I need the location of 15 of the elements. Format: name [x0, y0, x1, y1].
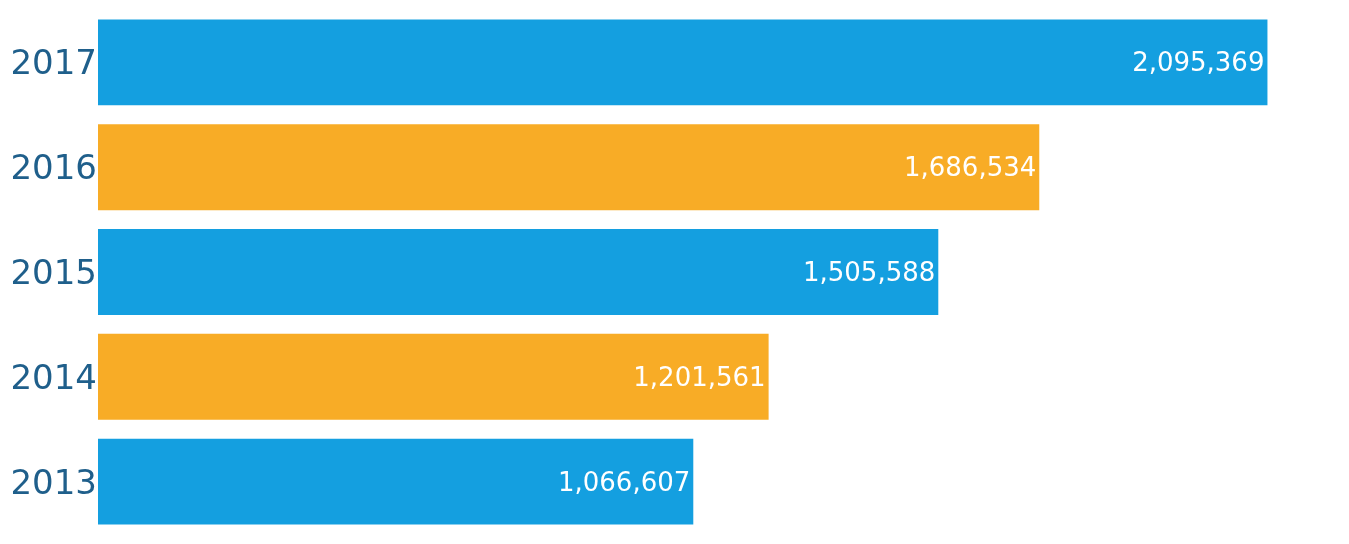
bar [98, 438, 694, 525]
data-label: 1,686,534 [903, 152, 1037, 183]
y-tick-label: 2014 [10, 356, 97, 397]
data-label: 1,066,607 [557, 466, 691, 497]
bar [98, 229, 939, 315]
y-tick-label: 2017 [10, 42, 97, 83]
bar [98, 333, 769, 420]
data-label: 1,201,561 [633, 361, 766, 392]
y-tick-label: 2016 [10, 147, 97, 188]
y-tick-label: 2013 [10, 461, 97, 502]
data-label: 1,505,588 [802, 257, 936, 287]
bar [98, 19, 1268, 106]
bar [98, 124, 1040, 211]
y-tick-label: 2015 [10, 251, 97, 292]
data-label: 2,095,369 [1132, 47, 1265, 78]
